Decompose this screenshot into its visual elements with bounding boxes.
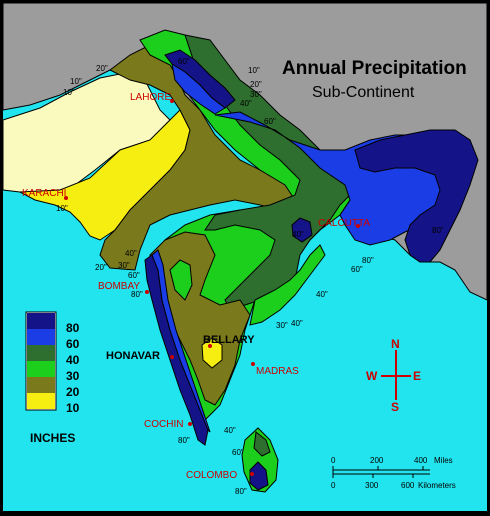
- compass-s: S: [391, 400, 399, 414]
- honavar-marker: [170, 355, 174, 359]
- zone-west-coast-60: [151, 249, 211, 433]
- legend-swatch-60: [27, 329, 55, 345]
- city-bombay: BOMBAY: [98, 281, 140, 292]
- isohyet-label: 10": [56, 204, 68, 213]
- isohyet-label: 40": [316, 290, 328, 299]
- legend-swatch-80: [27, 313, 55, 329]
- isohyet-label: 10": [63, 88, 75, 97]
- isohyet-label: 20": [95, 263, 107, 272]
- isohyet-label: 80": [432, 226, 444, 235]
- compass-w: W: [366, 369, 378, 383]
- isohyet-label: 60": [264, 117, 276, 126]
- zone-himalaya-60: [171, 62, 226, 115]
- scale-miles-0: 0: [331, 456, 336, 465]
- city-honavar: HONAVAR: [106, 350, 160, 362]
- isohyet-label: 60": [232, 448, 244, 457]
- sri-lanka-wet: [249, 461, 269, 491]
- compass-rose: N S E W: [366, 337, 421, 414]
- zone-calcutta-80: [291, 217, 313, 243]
- city-calcutta: CALCUTTA: [318, 218, 370, 229]
- legend-swatch-10: [27, 393, 55, 409]
- legend: 80 60 40 30 20 10 INCHES: [25, 311, 80, 445]
- city-karachi: KARACHI: [22, 188, 66, 199]
- isohyet-label: 40": [125, 249, 137, 258]
- zone-20-30: [99, 44, 301, 271]
- legend-swatch-40: [27, 345, 55, 361]
- isohyet-label: 40": [224, 426, 236, 435]
- madras-marker: [251, 362, 255, 366]
- scale-bar: 0 200 400 Miles 0 300 600 Kilometers: [331, 456, 456, 490]
- legend-label-20: 20: [66, 385, 80, 399]
- city-lahore: LAHORE: [130, 92, 171, 103]
- isohyet-label: 80": [235, 487, 247, 496]
- isohyet-label: 60": [178, 57, 190, 66]
- isohyet-label: 60": [128, 271, 140, 280]
- isohyet-label: 60": [351, 265, 363, 274]
- scale-miles-unit: Miles: [434, 456, 453, 465]
- compass-e: E: [413, 369, 421, 383]
- legend-label-30: 30: [66, 369, 80, 383]
- sri-lanka-dry: [253, 431, 271, 457]
- isohyet-label: 40": [292, 230, 304, 239]
- legend-label-80: 80: [66, 321, 80, 335]
- map-subtitle: Sub-Continent: [312, 84, 415, 101]
- isohyet-label: 80": [131, 290, 143, 299]
- scale-miles-200: 200: [370, 456, 384, 465]
- legend-label-40: 40: [66, 353, 80, 367]
- isohyet-label: 80": [362, 256, 374, 265]
- bellary-marker: [208, 344, 212, 348]
- cochin-marker: [188, 422, 192, 426]
- isohyet-label: 30": [250, 90, 262, 99]
- legend-unit: INCHES: [30, 431, 75, 445]
- zone-northeast-80: [354, 129, 479, 263]
- bombay-marker: [145, 290, 149, 294]
- lahore-marker: [170, 99, 174, 103]
- scale-km-unit: Kilometers: [418, 481, 456, 490]
- isohyet-label: 10": [248, 66, 260, 75]
- compass-n: N: [391, 337, 400, 351]
- karachi-marker: [64, 196, 68, 200]
- zone-east-coast-30: [249, 244, 326, 326]
- map-title: Annual Precipitation: [282, 58, 467, 79]
- legend-swatch-20: [27, 377, 55, 393]
- scale-km-600: 600: [401, 481, 415, 490]
- isohyet-label: 40": [240, 99, 252, 108]
- isohyet-label: 10": [70, 77, 82, 86]
- zone-30-40-inner: [169, 259, 193, 301]
- city-cochin: COCHIN: [144, 419, 183, 430]
- legend-label-10: 10: [66, 401, 80, 415]
- zone-bellary-dry: [201, 337, 223, 369]
- isohyet-label: 30": [276, 321, 288, 330]
- isohyet-label: 20": [96, 64, 108, 73]
- isohyet-label: 80": [178, 436, 190, 445]
- city-madras: MADRAS: [256, 366, 299, 377]
- legend-swatch-30: [27, 361, 55, 377]
- isohyet-label: 30": [118, 261, 130, 270]
- isohyet-label: 40": [291, 319, 303, 328]
- colombo-marker: [250, 472, 254, 476]
- legend-label-60: 60: [66, 337, 80, 351]
- city-bellary: BELLARY: [203, 334, 255, 346]
- scale-km-300: 300: [365, 481, 379, 490]
- scale-miles-400: 400: [414, 456, 428, 465]
- isohyet-label: 20": [250, 80, 262, 89]
- scale-km-0: 0: [331, 481, 336, 490]
- calcutta-marker: [356, 224, 360, 228]
- city-colombo: COLOMBO: [186, 470, 237, 481]
